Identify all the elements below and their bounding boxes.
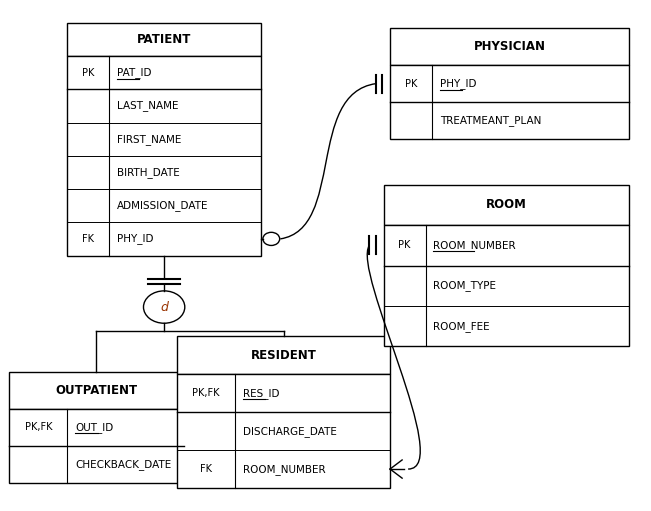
Text: ROOM_TYPE: ROOM_TYPE [434,281,496,291]
Text: RES_ID: RES_ID [243,388,279,399]
Text: PK: PK [82,68,94,78]
Bar [390,28,629,65]
Text: TREATMEANT_PLAN: TREATMEANT_PLAN [439,115,541,126]
Bar [67,23,261,56]
Text: PHY_ID: PHY_ID [117,234,154,244]
Text: PK: PK [405,79,417,88]
Text: PK,FK: PK,FK [25,423,52,432]
Bar [390,65,629,140]
Text: PHY_ID: PHY_ID [439,78,477,89]
Text: ROOM_FEE: ROOM_FEE [434,321,490,332]
Bar [9,409,184,483]
Text: d: d [160,300,168,314]
Text: ROOM_NUMBER: ROOM_NUMBER [434,240,516,251]
Text: PK,FK: PK,FK [192,388,220,398]
Bar [67,56,261,256]
Bar [9,371,184,409]
Text: OUTPATIENT: OUTPATIENT [55,384,137,397]
Bar [383,225,629,346]
Text: ADMISSION_DATE: ADMISSION_DATE [117,200,208,211]
Bar [383,185,629,225]
Text: PHYSICIAN: PHYSICIAN [473,40,546,53]
Text: PK: PK [398,240,411,250]
Text: LAST_NAME: LAST_NAME [117,101,178,111]
Text: BIRTH_DATE: BIRTH_DATE [117,167,180,178]
Text: PATIENT: PATIENT [137,33,191,46]
Text: FK: FK [200,464,212,474]
Text: FK: FK [82,234,94,244]
Text: DISCHARGE_DATE: DISCHARGE_DATE [243,426,337,436]
Bar [177,374,390,488]
Text: RESIDENT: RESIDENT [251,349,316,362]
Text: FIRST_NAME: FIRST_NAME [117,134,182,145]
Text: PAT_ID: PAT_ID [117,67,152,78]
Text: CHECKBACK_DATE: CHECKBACK_DATE [75,459,171,470]
Text: ROOM_NUMBER: ROOM_NUMBER [243,463,326,475]
Bar [177,336,390,374]
Text: ROOM: ROOM [486,198,527,212]
Text: OUT_ID: OUT_ID [75,422,113,433]
